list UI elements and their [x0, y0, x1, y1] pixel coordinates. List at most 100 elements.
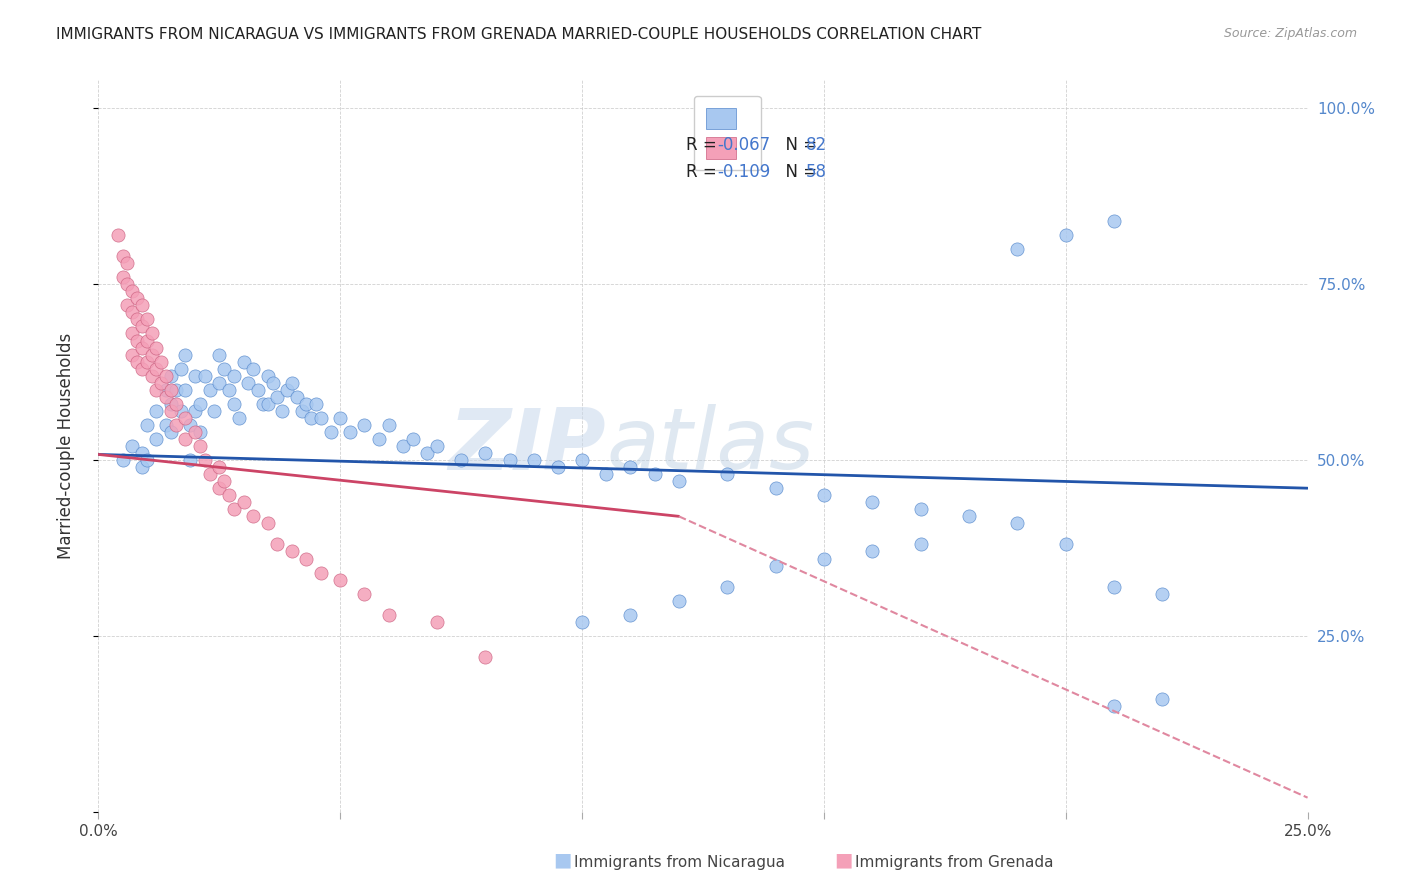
Point [117, 298, 139, 312]
Point [392, 439, 415, 453]
Point [474, 446, 496, 460]
Point [155, 390, 177, 404]
Point [644, 467, 666, 482]
Point [571, 615, 593, 629]
Point [188, 425, 211, 439]
Point [184, 404, 207, 418]
Point [1054, 537, 1077, 551]
Point [295, 551, 318, 566]
Point [353, 417, 375, 432]
Point [117, 256, 139, 270]
Point [276, 383, 298, 397]
Text: N =: N = [775, 163, 823, 181]
Point [127, 291, 149, 305]
Text: Source: ZipAtlas.com: Source: ZipAtlas.com [1223, 27, 1357, 40]
Point [208, 348, 231, 362]
Point [131, 446, 153, 460]
Point [571, 453, 593, 467]
Point [188, 439, 211, 453]
Point [281, 544, 304, 558]
Point [204, 404, 226, 418]
Point [668, 593, 690, 607]
Point [498, 453, 520, 467]
Point [285, 390, 308, 404]
Point [169, 404, 191, 418]
Point [174, 348, 197, 362]
Point [416, 446, 439, 460]
Point [281, 376, 304, 390]
Point [107, 227, 129, 242]
Point [208, 481, 231, 495]
Point [155, 383, 177, 397]
Point [271, 404, 294, 418]
Point [222, 368, 245, 383]
Point [188, 397, 211, 411]
Point [238, 376, 260, 390]
Point [252, 397, 274, 411]
Point [169, 361, 191, 376]
Point [194, 453, 217, 467]
Point [127, 334, 149, 348]
Point [127, 312, 149, 326]
Point [135, 354, 157, 368]
Point [523, 453, 546, 467]
Text: Immigrants from Grenada: Immigrants from Grenada [855, 855, 1053, 870]
Text: Immigrants from Nicaragua: Immigrants from Nicaragua [574, 855, 785, 870]
Point [135, 334, 157, 348]
Point [145, 361, 167, 376]
Point [155, 417, 177, 432]
Point [1007, 516, 1029, 531]
Point [860, 495, 883, 509]
Point [222, 397, 245, 411]
Point [1054, 227, 1077, 242]
Point [184, 425, 207, 439]
Point [1102, 699, 1125, 714]
Point [179, 453, 201, 467]
Point [218, 383, 240, 397]
Point [145, 383, 167, 397]
Point [368, 432, 391, 446]
Point [1152, 587, 1174, 601]
Text: -0.109: -0.109 [717, 163, 770, 181]
Point [121, 305, 143, 319]
Point [256, 368, 278, 383]
Text: R =: R = [686, 136, 723, 154]
Point [329, 410, 352, 425]
Point [957, 509, 980, 524]
Point [165, 397, 187, 411]
Point [194, 368, 217, 383]
Point [135, 312, 157, 326]
Point [426, 615, 449, 629]
Point [198, 467, 221, 482]
Point [141, 326, 163, 341]
Point [1007, 242, 1029, 256]
Point [474, 650, 496, 665]
Point [716, 467, 738, 482]
Point [290, 404, 312, 418]
Text: N =: N = [775, 136, 823, 154]
Point [547, 460, 569, 475]
Point [145, 404, 167, 418]
Point [305, 397, 328, 411]
Point [212, 474, 235, 488]
Text: -0.067: -0.067 [717, 136, 770, 154]
Point [813, 488, 835, 502]
Point [131, 319, 153, 334]
Point [160, 425, 183, 439]
Text: IMMIGRANTS FROM NICARAGUA VS IMMIGRANTS FROM GRENADA MARRIED-COUPLE HOUSEHOLDS C: IMMIGRANTS FROM NICARAGUA VS IMMIGRANTS … [56, 27, 981, 42]
Point [121, 348, 143, 362]
Point [1102, 214, 1125, 228]
Text: atlas: atlas [606, 404, 814, 488]
Point [208, 376, 231, 390]
Text: 82: 82 [806, 136, 827, 154]
Point [141, 348, 163, 362]
Point [256, 516, 278, 531]
Point [377, 417, 399, 432]
Point [179, 417, 201, 432]
Point [127, 354, 149, 368]
Point [860, 544, 883, 558]
Point [309, 566, 332, 580]
Point [595, 467, 617, 482]
Point [222, 502, 245, 516]
Point [910, 502, 932, 516]
